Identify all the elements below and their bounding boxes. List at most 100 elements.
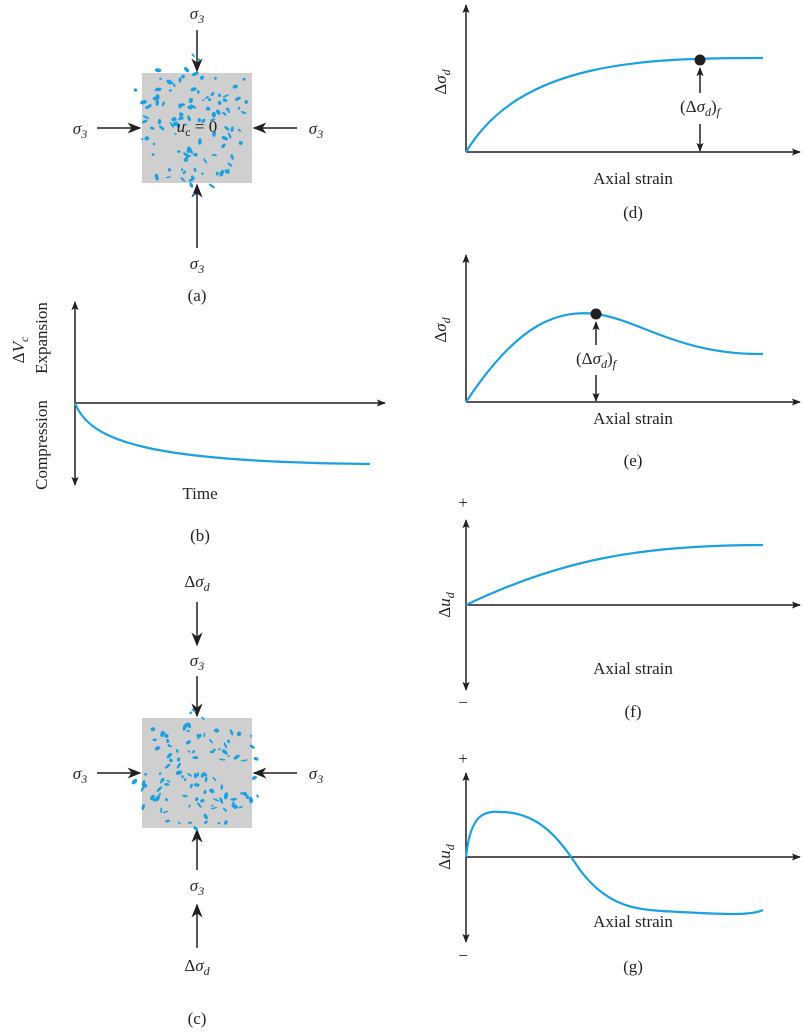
grain: [157, 118, 162, 125]
grain: [154, 87, 162, 92]
grain: [227, 162, 233, 167]
grain: [150, 727, 156, 732]
symbol-label: Δσd: [184, 572, 210, 594]
grain: [194, 797, 199, 802]
grain: [196, 802, 202, 808]
label: Compression: [32, 400, 51, 490]
grain: [167, 744, 172, 748]
grain: [191, 708, 196, 713]
grain: [223, 792, 229, 800]
grain: [240, 111, 247, 115]
grain: [165, 176, 171, 179]
grain: [164, 798, 168, 802]
grain: [180, 168, 184, 172]
grain: [239, 791, 246, 795]
grain: [240, 759, 248, 762]
label: Time: [182, 484, 217, 503]
symbol-label: σ3: [73, 119, 87, 141]
grain: [212, 130, 217, 137]
grain: [237, 106, 241, 110]
grain: [160, 807, 163, 814]
grain: [220, 784, 224, 790]
symbol-label: σ3: [190, 4, 204, 26]
grain: [154, 68, 162, 73]
grain: [190, 87, 197, 92]
grain: [189, 182, 194, 188]
grain: [196, 733, 200, 740]
grain: [142, 115, 150, 119]
label-part: σ: [195, 956, 204, 975]
grain: [196, 89, 200, 94]
grain: [217, 100, 222, 105]
label: Expansion: [32, 302, 51, 374]
grain: [155, 93, 160, 100]
label-part: σ: [309, 119, 318, 138]
label: (c): [188, 1009, 207, 1028]
grain: [227, 110, 231, 113]
grain: [152, 738, 157, 742]
grain: [166, 739, 170, 744]
grain: [248, 796, 253, 804]
grain: [178, 77, 182, 83]
grain: [209, 750, 215, 754]
grain: [189, 104, 193, 110]
grain: [245, 794, 250, 799]
symbol-label: σ3: [73, 764, 87, 786]
grain: [187, 750, 191, 753]
label-part: σ: [195, 572, 204, 591]
grain: [201, 172, 204, 175]
grain: [141, 138, 144, 141]
grain: [172, 121, 179, 127]
label-part: V: [9, 339, 28, 352]
grain: [133, 88, 138, 92]
grain: [177, 117, 185, 121]
label-part: 3: [197, 659, 204, 673]
label-part: 3: [197, 884, 204, 898]
label-part: σ: [697, 97, 706, 116]
grain: [225, 107, 230, 111]
grain: [164, 733, 169, 738]
grain: [196, 58, 200, 62]
label: −: [458, 693, 468, 712]
grain: [154, 746, 161, 751]
label-part: σ: [190, 651, 199, 670]
grain: [211, 111, 216, 118]
curve: [464, 810, 764, 916]
layout: [71, 4, 801, 948]
label-part: c: [17, 336, 31, 342]
grain: [204, 776, 208, 783]
label-part: 3: [197, 262, 204, 276]
grain: [178, 103, 186, 107]
grain: [238, 140, 243, 145]
grain: [190, 175, 195, 180]
label-part: d: [439, 316, 453, 323]
grain: [175, 749, 179, 753]
grain: [217, 93, 221, 97]
grain: [193, 772, 198, 779]
label-part: (Δ: [680, 97, 697, 116]
grain: [183, 157, 189, 162]
grain: [203, 732, 206, 738]
label-part: σ: [190, 876, 199, 895]
label: Axial strain: [593, 409, 673, 428]
grain: [166, 79, 173, 85]
grain: [223, 742, 228, 749]
grain: [187, 773, 193, 777]
grain: [167, 168, 172, 172]
grain: [238, 806, 243, 809]
grain: [229, 729, 234, 736]
grain: [211, 804, 214, 807]
grain: [198, 138, 202, 145]
grain: [209, 738, 213, 744]
grain: [191, 71, 199, 77]
grain: [219, 758, 226, 761]
grain: [197, 118, 202, 123]
grain: [166, 780, 171, 783]
grain: [227, 754, 230, 758]
grain: [158, 125, 165, 131]
label: +: [458, 493, 468, 512]
grain: [152, 142, 156, 146]
grain: [176, 762, 181, 769]
grain: [172, 82, 176, 88]
label: (f): [625, 702, 642, 721]
